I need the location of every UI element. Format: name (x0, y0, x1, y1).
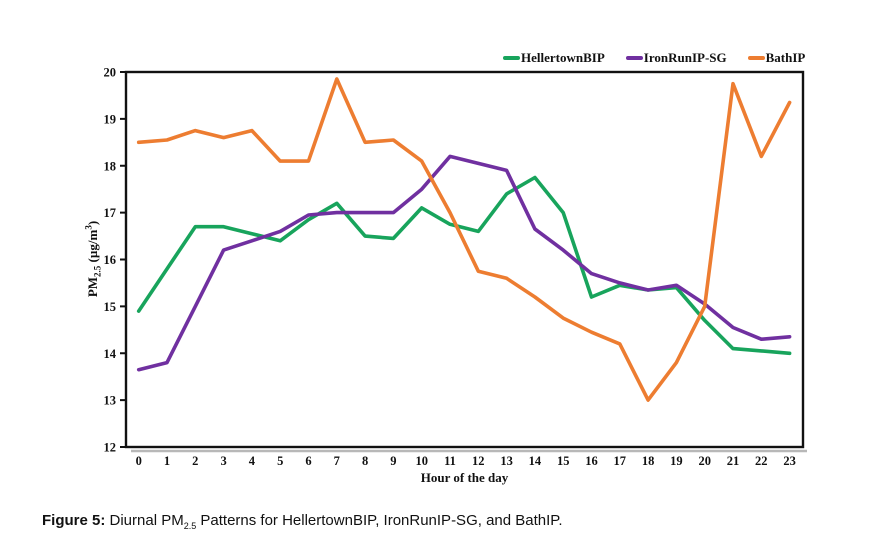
x-tick-label: 17 (614, 454, 627, 468)
y-axis-label-close: ) (84, 220, 100, 226)
x-tick-label: 11 (444, 454, 456, 468)
series-line-bathip (136, 77, 792, 402)
legend-item-ironrunip-sg: IronRunIP-SG (625, 50, 727, 66)
x-axis-label: Hour of the day (420, 470, 509, 485)
x-tick-label: 10 (415, 454, 428, 468)
y-axis-label-base: PM (84, 276, 100, 298)
y-tick-label: 19 (104, 112, 117, 126)
y-tick-label: 18 (104, 159, 117, 173)
legend-marker-hellertownbip (503, 56, 520, 60)
y-axis-label-superscript: 3 (83, 225, 94, 230)
x-tick-label: 5 (277, 454, 283, 468)
x-tick-label: 7 (334, 454, 340, 468)
x-tick-label: 18 (642, 454, 655, 468)
y-tick-label: 15 (104, 300, 117, 314)
x-tick-label: 22 (755, 454, 768, 468)
x-tick-label: 1 (164, 454, 170, 468)
legend-item-bathip: BathIP (747, 50, 806, 66)
x-tick-label: 6 (305, 454, 311, 468)
x-tick-label: 15 (557, 454, 570, 468)
legend-label-hellertownbip: HellertownBIP (521, 50, 605, 65)
x-tick-label: 16 (585, 454, 598, 468)
x-tick-label: 21 (727, 454, 740, 468)
y-tick-label: 12 (104, 441, 117, 455)
x-tick-label: 12 (472, 454, 485, 468)
x-tick-label: 14 (529, 454, 542, 468)
legend-item-hellertownbip: HellertownBIP (503, 50, 605, 66)
x-tick-label: 9 (390, 454, 396, 468)
legend-label-bathip: BathIP (765, 50, 806, 65)
x-tick-label: 20 (698, 454, 711, 468)
x-tick-label: 13 (500, 454, 513, 468)
figure-caption-text-1: Diurnal PM (105, 512, 184, 529)
x-tick-label: 8 (362, 454, 368, 468)
y-axis-label: PM2.5 (µg/m3) (84, 221, 103, 297)
figure-caption-text-2: Patterns for HellertownBIP, IronRunIP-SG… (196, 512, 563, 529)
plot-border (124, 70, 805, 449)
figure-caption: Figure 5: Diurnal PM2.5 Patterns for Hel… (42, 512, 842, 531)
legend-marker-ironrunip-sg (625, 56, 643, 60)
legend-label-ironrunip-sg: IronRunIP-SG (643, 50, 727, 65)
y-axis-label-subscript: 2.5 (92, 265, 103, 277)
x-tick-label: 23 (783, 454, 796, 468)
figure-caption-label: Figure 5: (42, 512, 106, 529)
series-line-hellertownbip (136, 175, 792, 356)
x-tick-label: 3 (220, 454, 226, 468)
series-line-ironrunip-sg (136, 154, 792, 372)
y-tick-label: 20 (104, 66, 117, 80)
legend-marker-bathip (747, 56, 765, 60)
x-tick-label: 19 (670, 454, 683, 468)
x-tick-label: 4 (249, 454, 256, 468)
figure-caption-subscript: 2.5 (183, 521, 197, 531)
chart-legend: HellertownBIP IronRunIP-SG BathIP (503, 50, 805, 66)
y-tick-label: 14 (104, 347, 117, 361)
y-tick-label: 13 (104, 394, 117, 408)
y-axis-label-unit: (µg/m (84, 229, 100, 266)
y-tick-label: 17 (104, 206, 117, 220)
x-tick-label: 2 (192, 454, 198, 468)
y-tick-label: 16 (104, 253, 117, 267)
x-tick-label: 0 (136, 454, 142, 468)
